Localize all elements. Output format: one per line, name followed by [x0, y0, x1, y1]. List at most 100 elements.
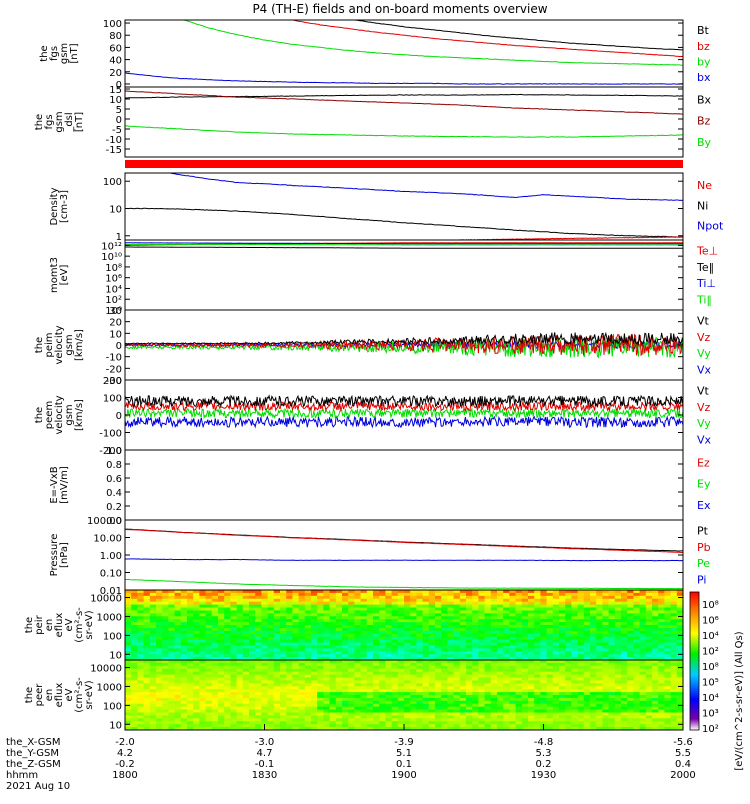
heatmap-cell [255, 651, 262, 655]
heatmap-cell [664, 724, 672, 728]
colorbar-tick-label: 10⁸ [702, 600, 719, 611]
heatmap-cell [404, 590, 411, 594]
heatmap-cell [379, 619, 386, 623]
heatmap-cell [416, 721, 424, 725]
heatmap-cell [311, 633, 318, 638]
heatmap-cell [614, 718, 622, 722]
heatmap-cell [162, 683, 169, 687]
heatmap-cell [168, 619, 176, 623]
heatmap-cell [503, 657, 510, 660]
heatmap-cell [379, 601, 386, 606]
heatmap-cell [304, 627, 312, 632]
heatmap-cell [416, 665, 424, 670]
heatmap-cell [490, 590, 498, 594]
heatmap-cell [366, 692, 374, 696]
heatmap-cell [249, 692, 256, 696]
heatmap-cell [509, 648, 517, 652]
heatmap-cell [180, 604, 188, 608]
heatmap-cell [621, 654, 628, 658]
heatmap-cell [125, 607, 132, 611]
heatmap-cell [391, 622, 399, 626]
heatmap-cell [273, 616, 281, 620]
heatmap-cell [565, 724, 572, 728]
heatmap-cell [608, 630, 616, 635]
heatmap-cell [552, 727, 560, 730]
heatmap-cell [218, 625, 225, 629]
heatmap-cell [633, 724, 641, 728]
y-tick-label: 0.10 [100, 569, 122, 580]
heatmap-cell [627, 601, 634, 606]
heatmap-cell [484, 595, 492, 600]
heatmap-cell [280, 630, 287, 635]
heatmap-cell [218, 651, 225, 655]
heatmap-cell [273, 622, 281, 626]
heatmap-cell [397, 630, 405, 635]
heatmap-cell [174, 630, 182, 635]
heatmap-cell [193, 715, 200, 719]
heatmap-cell [348, 677, 355, 681]
heatmap-cell [125, 700, 132, 705]
heatmap-cell [490, 727, 498, 730]
heatmap-cell [422, 604, 430, 608]
heatmap-cell [621, 689, 628, 693]
heatmap-cell [205, 709, 213, 713]
heatmap-cell [484, 636, 492, 641]
heatmap-cell [404, 718, 411, 722]
heatmap-cell [317, 622, 324, 626]
heatmap-cell [230, 592, 238, 597]
heatmap-cell [410, 700, 417, 705]
heatmap-cell [385, 625, 393, 629]
heatmap-cell [199, 724, 207, 728]
heatmap-cell [280, 604, 287, 608]
heatmap-cell [658, 616, 665, 620]
heatmap-cell [335, 625, 343, 629]
heatmap-cell [559, 677, 566, 681]
heatmap-cell [218, 689, 225, 693]
heatmap-cell [571, 709, 579, 713]
heatmap-cell [273, 642, 281, 646]
heatmap-cell [354, 636, 362, 641]
heatmap-cell [472, 712, 479, 716]
heatmap-cell [162, 625, 169, 629]
heatmap-cell [385, 627, 393, 632]
heatmap-cell [131, 662, 138, 667]
heatmap-cell [552, 590, 560, 594]
heatmap-cell [614, 613, 622, 617]
y-tick-label: 1.0 [106, 446, 122, 457]
plot-area-peim-velocity [125, 331, 683, 359]
heatmap-cell [621, 601, 628, 606]
heatmap-cell [410, 598, 417, 603]
heatmap-cell [360, 686, 368, 690]
heatmap-cell [366, 727, 374, 730]
heatmap-cell [187, 613, 194, 617]
heatmap-cell [559, 595, 566, 600]
y-axis-label-line: the [34, 337, 45, 353]
heatmap-cell [627, 625, 634, 629]
heatmap-cell [608, 680, 616, 684]
heatmap-cell [125, 592, 132, 597]
heatmap-cell [348, 671, 355, 676]
heatmap-cell [348, 703, 355, 708]
heatmap-cell [323, 695, 331, 699]
heatmap-cell [534, 633, 541, 638]
heatmap-cell [149, 636, 157, 641]
heatmap-cell [348, 590, 355, 594]
heatmap-cell [441, 601, 448, 606]
heatmap-cell [149, 648, 157, 652]
heatmap-cell [286, 636, 293, 641]
heatmap-cell [447, 715, 455, 719]
heatmap-cell [583, 657, 591, 660]
heatmap-cell [360, 645, 368, 649]
heatmap-cell [193, 660, 200, 664]
heatmap-cell [174, 706, 182, 711]
y-tick-label: 5 [116, 105, 122, 116]
heatmap-cell [255, 683, 262, 687]
heatmap-cell [131, 613, 138, 617]
heatmap-cell [614, 660, 622, 664]
heatmap-cell [633, 645, 641, 649]
y-axis-label-peir-spectrogram: the peir en eflux eV (cm²-s-sr-eV) [24, 607, 95, 643]
heatmap-cell [422, 633, 430, 638]
heatmap-cell [249, 706, 256, 711]
heatmap-cell [422, 686, 430, 690]
heatmap-cell [658, 703, 665, 708]
